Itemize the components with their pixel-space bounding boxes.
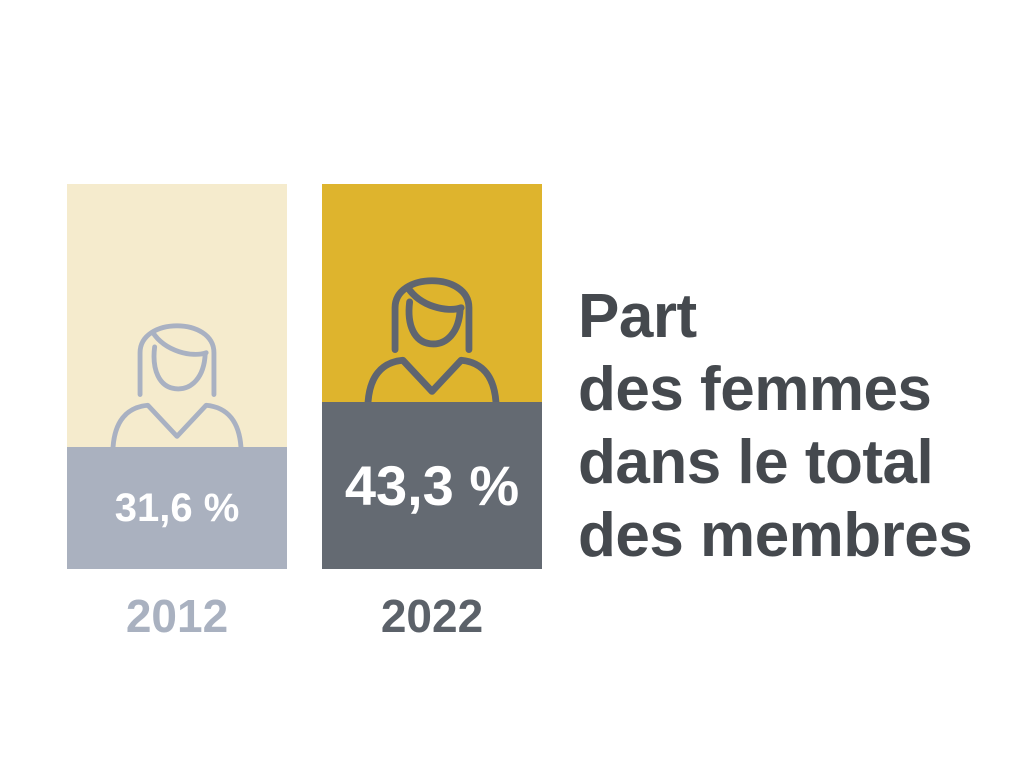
chart-title: Part des femmes dans le total des membre… xyxy=(578,282,973,571)
year-label-2022: 2022 xyxy=(380,590,484,642)
bar-2012: 31,6 % xyxy=(67,184,287,569)
bar-2022-fill: 43,3 % xyxy=(322,402,542,569)
value-label-2022: 43,3 % xyxy=(344,454,520,518)
woman-icon xyxy=(364,277,500,403)
year-label-2012: 2012 xyxy=(125,590,229,642)
value-label-2012: 31,6 % xyxy=(114,485,240,530)
bar-2022-remainder xyxy=(322,184,542,403)
woman-icon xyxy=(110,323,244,448)
bar-2022: 43,3 % xyxy=(322,184,542,569)
bar-2012-remainder xyxy=(67,184,287,448)
bar-2012-fill: 31,6 % xyxy=(67,447,287,569)
